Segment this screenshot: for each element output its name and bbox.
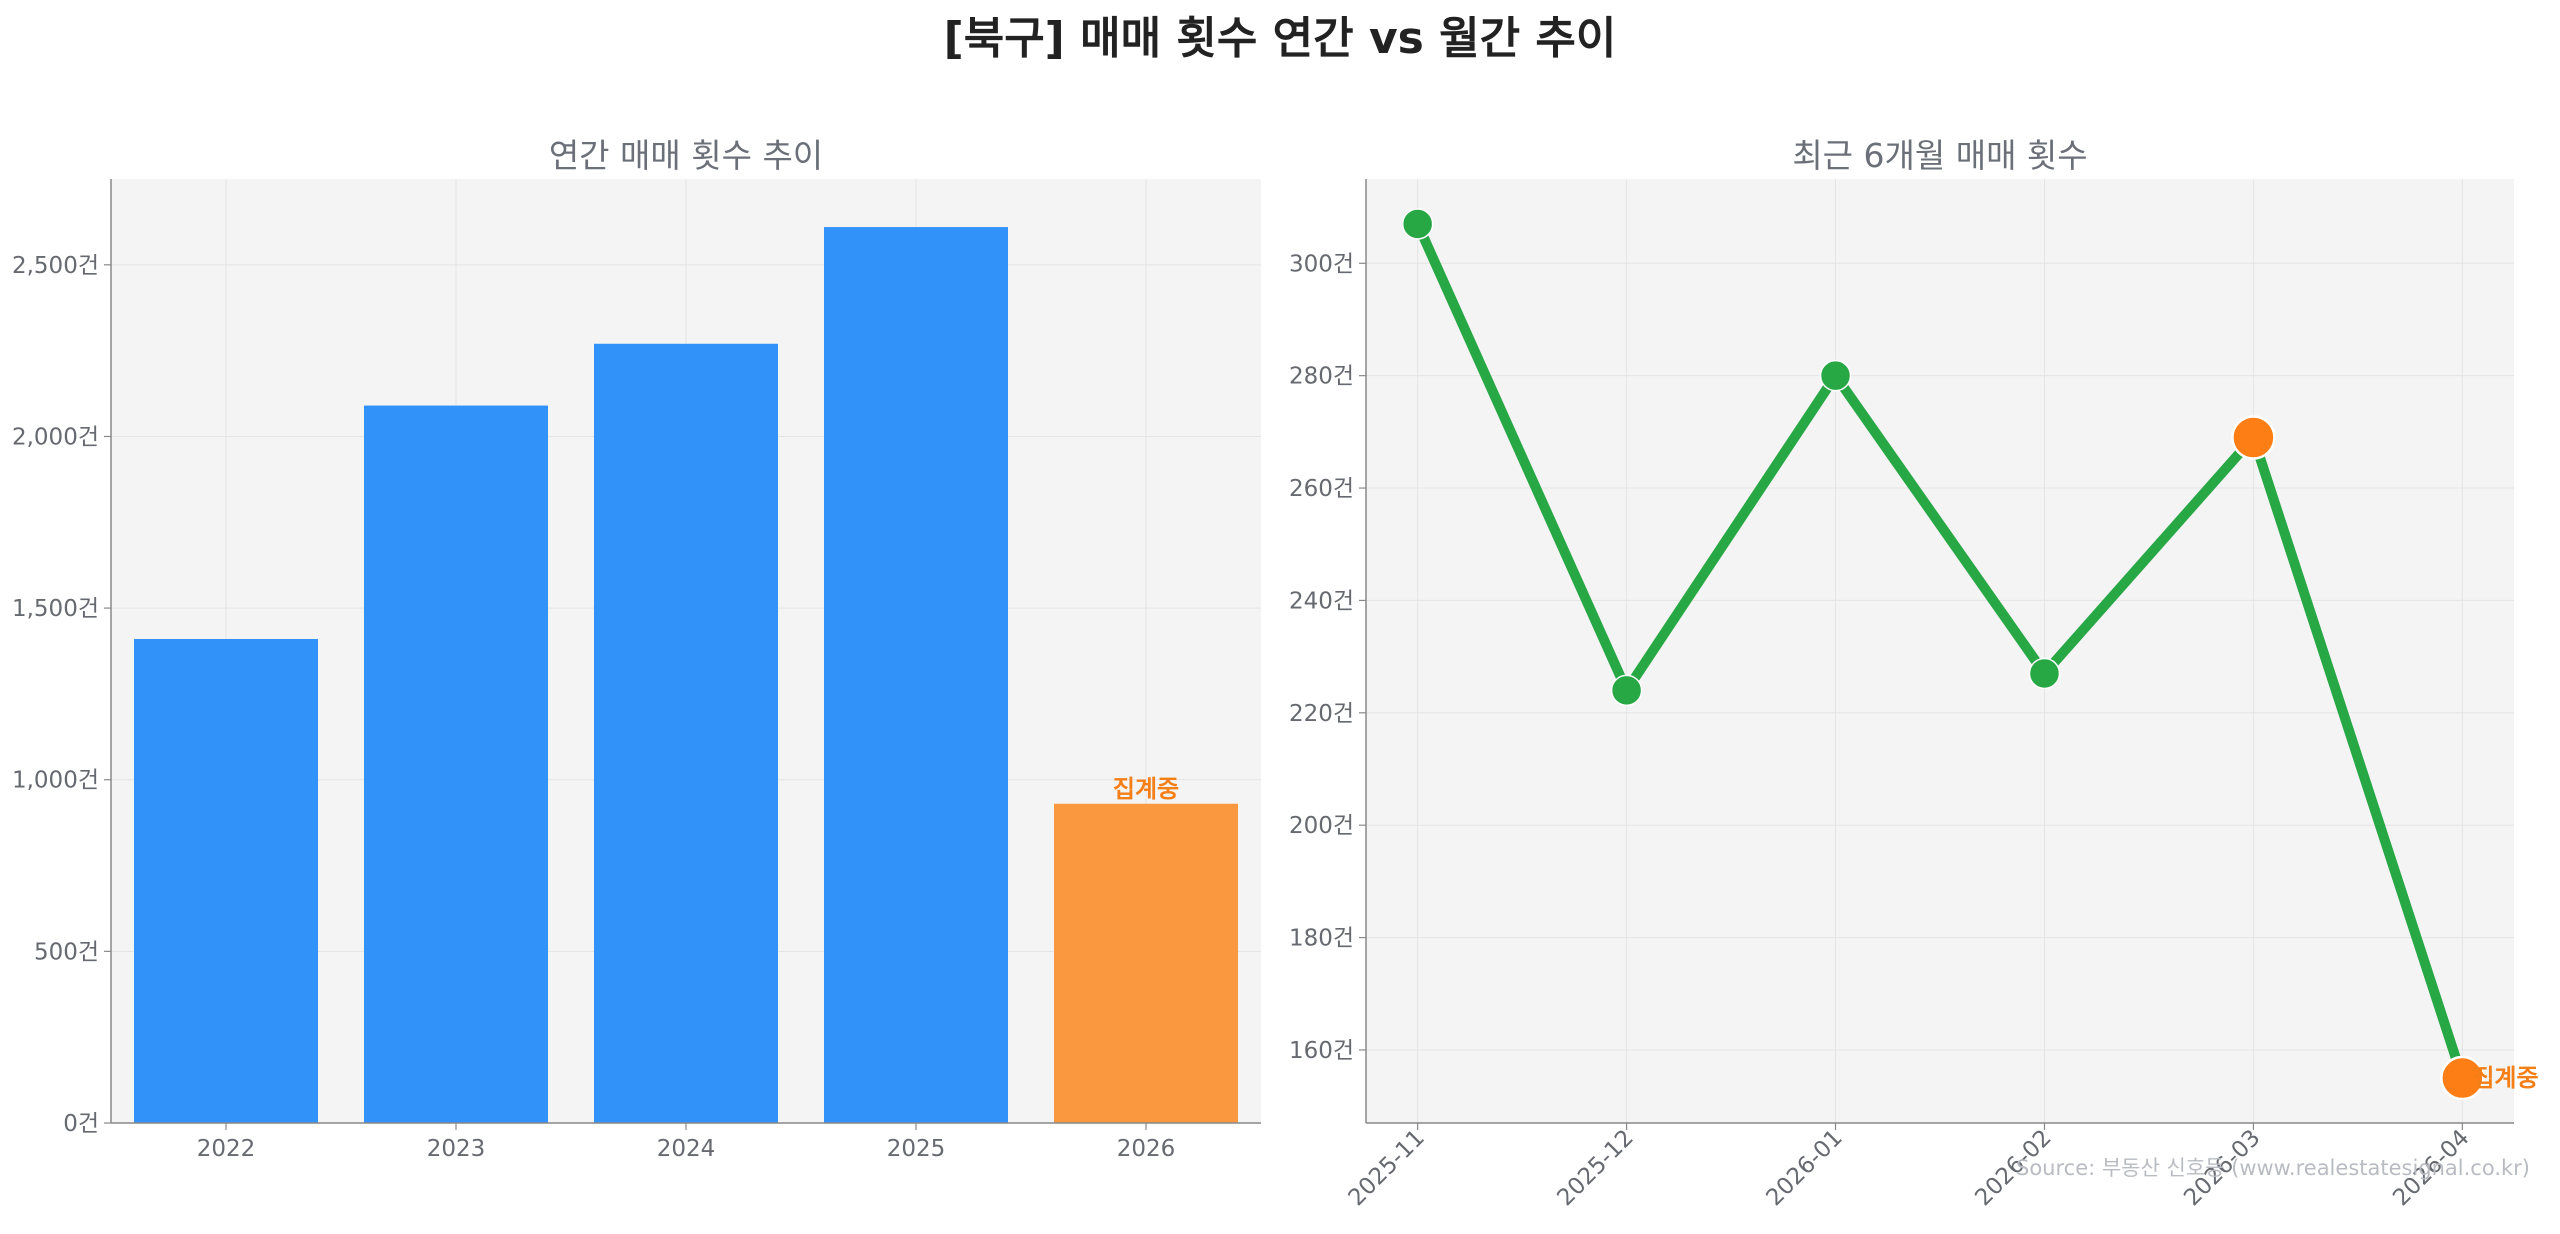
line-ytick-label: 160건 [1289, 1038, 1354, 1064]
bar-xtick-label: 2023 [427, 1136, 486, 1162]
point-2026-04 [2440, 1055, 2485, 1101]
bar-2024 [594, 343, 778, 1124]
bar-xtick-label: 2022 [197, 1136, 256, 1162]
line-chart-title: 최근 6개월 매매 횟수 [1792, 136, 2087, 175]
point-2026-01 [1819, 359, 1852, 392]
bar-2025 [824, 227, 1008, 1124]
bar-annotation: 집계중 [1113, 775, 1179, 803]
bar-ytick-label: 2,500건 [12, 253, 99, 279]
line-plot-area [1366, 179, 2514, 1123]
point-2026-02 [2028, 657, 2061, 690]
point-2025-11 [1401, 208, 1434, 240]
bar-2026 [1054, 803, 1238, 1123]
bar-chart-title: 연간 매매 횟수 추이 [549, 136, 823, 175]
bar-xtick-label: 2025 [887, 1136, 946, 1162]
bar-2023 [364, 405, 548, 1123]
figure-title: [북구] 매매 횟수 연간 vs 월간 추이 [943, 13, 1617, 64]
line-ytick-label: 200건 [1289, 813, 1354, 839]
line-annotation: 집계중 [2472, 1064, 2538, 1092]
line-xtick-label: 2025-11 [1344, 1125, 1430, 1211]
point-2026-03 [2231, 415, 2276, 460]
bar-ytick-label: 2,000건 [12, 424, 99, 450]
bar-xtick-label: 2024 [657, 1136, 716, 1162]
series-line [1412, 218, 2468, 1084]
line-ytick-label: 280건 [1289, 364, 1354, 390]
line-ytick-label: 300건 [1289, 251, 1354, 277]
line-xtick-label: 2026-01 [1761, 1125, 1847, 1211]
bar-xtick-label: 2026 [1117, 1136, 1176, 1162]
point-2025-12 [1610, 674, 1643, 707]
bar-ytick-label: 1,500건 [12, 596, 99, 622]
line-ytick-label: 240건 [1289, 588, 1354, 614]
bar-ytick-label: 1,000건 [12, 768, 99, 794]
source-credit: Source: 부동산 신호등 (www.realestatesignal.co… [2016, 1156, 2530, 1180]
line-ytick-label: 220건 [1289, 701, 1354, 727]
bar-ytick-label: 0건 [63, 1111, 99, 1137]
bar-2022 [134, 638, 318, 1123]
line-ytick-label: 260건 [1289, 476, 1354, 502]
line-ytick-label: 180건 [1289, 926, 1354, 952]
line-xtick-label: 2025-12 [1552, 1125, 1638, 1211]
bar-ytick-label: 500건 [34, 939, 99, 965]
